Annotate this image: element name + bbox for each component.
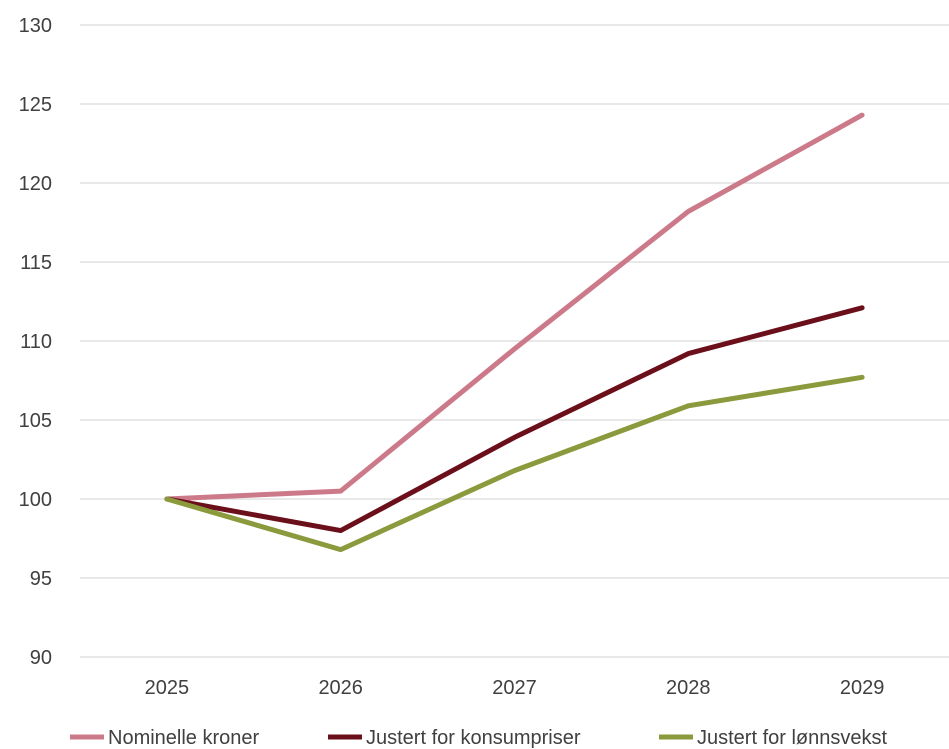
legend-entry-justert-for-lonnsvekst[interactable]: Justert for lønnsvekst [659,727,888,749]
y-tick-label: 105 [19,410,52,432]
x-tick-label: 2025 [145,677,190,699]
y-tick-label: 130 [19,15,52,37]
y-tick-label: 95 [30,568,52,590]
y-tick-label: 125 [19,94,52,116]
y-tick-label: 120 [19,173,52,195]
series-line-1 [164,305,865,534]
legend: Nominelle kroner Justert for konsumprise… [70,727,888,749]
x-axis-tick-labels: 2025 2026 2027 2028 2029 [145,677,885,699]
legend-label-nominelle-kroner: Nominelle kroner [108,727,260,749]
y-tick-label: 100 [19,489,52,511]
x-tick-label: 2027 [492,677,537,699]
series-line-2 [164,374,865,553]
y-tick-label: 90 [30,647,52,669]
x-tick-label: 2029 [840,677,885,699]
legend-label-justert-for-konsumpriser: Justert for konsumpriser [366,727,581,749]
y-tick-label: 110 [20,331,52,353]
x-tick-label: 2028 [666,677,711,699]
series-lines [164,112,865,553]
series-line-0 [164,112,865,502]
legend-entry-justert-for-konsumpriser[interactable]: Justert for konsumpriser [328,727,581,749]
y-tick-label: 115 [20,252,52,274]
y-axis-tick-labels: 90 95 100 105 110 115 120 125 130 [19,15,52,669]
x-tick-label: 2026 [318,677,363,699]
legend-label-justert-for-lonnsvekst: Justert for lønnsvekst [697,727,888,749]
legend-entry-nominelle-kroner[interactable]: Nominelle kroner [70,727,260,749]
gridlines [80,24,949,658]
